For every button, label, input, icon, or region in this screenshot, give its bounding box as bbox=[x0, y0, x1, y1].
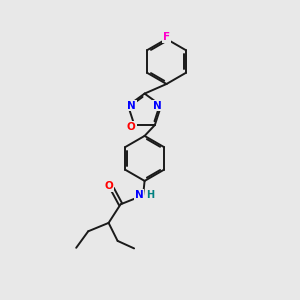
Text: N: N bbox=[135, 190, 144, 200]
Text: O: O bbox=[104, 181, 113, 191]
Text: N: N bbox=[127, 100, 136, 111]
Text: F: F bbox=[163, 32, 170, 43]
Text: H: H bbox=[146, 190, 154, 200]
Text: O: O bbox=[127, 122, 136, 132]
Text: N: N bbox=[153, 100, 162, 111]
